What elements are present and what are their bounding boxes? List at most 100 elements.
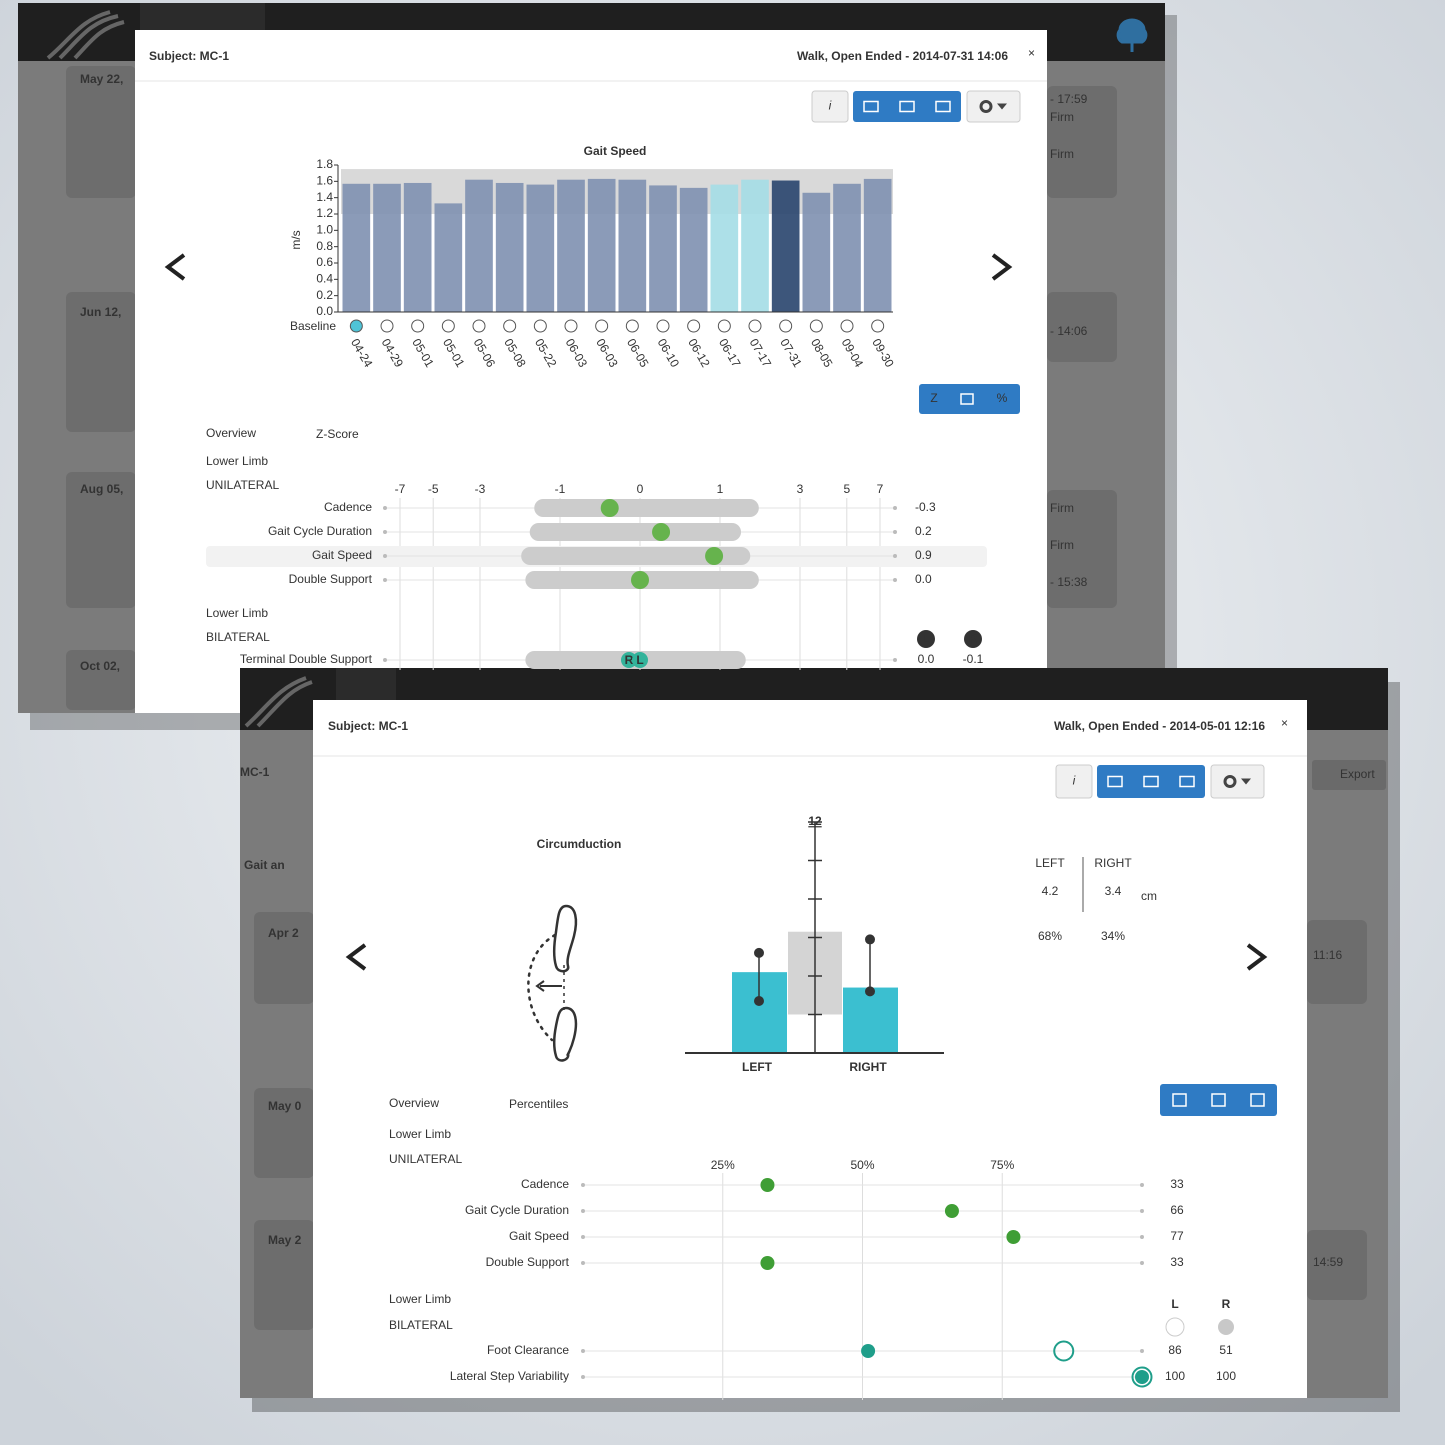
track-end <box>893 658 897 662</box>
bar <box>587 178 616 312</box>
x-tick-label: -3 <box>475 482 486 496</box>
export-button[interactable] <box>1312 760 1386 790</box>
view-icon <box>1107 775 1123 788</box>
bar <box>649 185 677 312</box>
session-selector[interactable] <box>717 319 731 333</box>
overview-title: Overview <box>389 1096 439 1110</box>
bar <box>434 203 463 312</box>
caret-icon <box>997 103 1007 110</box>
left-dot <box>1053 1340 1075 1362</box>
session-selector[interactable] <box>349 319 363 333</box>
session-selector[interactable] <box>625 319 639 333</box>
card <box>1307 1230 1367 1300</box>
view-buttons[interactable] <box>853 91 961 122</box>
info-button[interactable] <box>811 90 849 123</box>
x-tick-label: -7 <box>395 482 406 496</box>
bar <box>618 179 647 312</box>
track-end <box>893 506 897 510</box>
row-label: Gait Cycle Duration <box>465 1203 569 1217</box>
session-selector[interactable] <box>809 319 823 333</box>
list-note: 14:59 <box>1313 1255 1343 1269</box>
value-label: 33 <box>1170 1177 1184 1191</box>
bar <box>342 183 371 312</box>
track-end <box>581 1183 585 1187</box>
track-end <box>383 554 387 558</box>
prev-arrow[interactable] <box>345 943 367 971</box>
x-tick-label: -1 <box>555 482 566 496</box>
session-selector[interactable] <box>840 319 854 333</box>
list-note: Firm <box>1050 501 1074 515</box>
y-tick-label: 1.8 <box>316 157 333 171</box>
card <box>66 472 136 608</box>
settings-button[interactable] <box>1210 764 1265 799</box>
list-note: - 17:59 <box>1050 92 1088 106</box>
y-tick-label: 1.0 <box>316 223 333 237</box>
percentile-dot <box>1006 1230 1021 1244</box>
bar <box>741 179 769 312</box>
session-selector[interactable] <box>411 319 425 333</box>
session-selector[interactable] <box>871 319 885 333</box>
card <box>1307 920 1367 1004</box>
session-selector[interactable] <box>533 319 547 333</box>
logo <box>46 10 125 60</box>
section-title: Gait an <box>244 858 285 872</box>
card <box>1047 490 1117 608</box>
z-score-dot <box>631 571 649 589</box>
session-selector[interactable] <box>503 319 517 333</box>
session-selector[interactable] <box>656 319 670 333</box>
gear-icon <box>1223 775 1237 788</box>
prev-arrow[interactable] <box>164 253 186 281</box>
scale-button: Z <box>930 391 937 405</box>
table-icon <box>960 393 974 405</box>
track-end <box>581 1209 585 1213</box>
settings-button[interactable] <box>966 90 1021 123</box>
row-label: Double Support <box>486 1255 570 1269</box>
session-selector[interactable] <box>779 319 793 333</box>
x-tick-label: 0 <box>637 482 644 496</box>
close-button[interactable]: × <box>1281 716 1288 730</box>
next-arrow[interactable] <box>991 253 1013 281</box>
value-label: 51 <box>1219 1343 1233 1357</box>
side-legend-label: L <box>922 632 929 646</box>
overview-icon <box>1172 1093 1187 1107</box>
session-selector[interactable] <box>380 319 394 333</box>
group-heading: Lower Limb <box>206 606 268 620</box>
bar <box>373 183 401 312</box>
overview-buttons[interactable] <box>1160 1084 1277 1116</box>
y-tick-label: 0.8 <box>316 239 333 253</box>
value-label: 0.2 <box>915 524 932 538</box>
foot-illustration <box>527 904 578 1062</box>
value-label: 0.9 <box>915 548 932 562</box>
info-button[interactable] <box>1055 764 1093 799</box>
app-title: MC-1 <box>240 765 270 779</box>
list-note: Firm <box>1050 147 1074 161</box>
subject-title: Subject: MC-1 <box>328 719 408 733</box>
view-buttons[interactable] <box>1097 765 1205 798</box>
bar <box>771 180 800 312</box>
x-tick-label: 75% <box>990 1158 1014 1172</box>
session-selector[interactable] <box>595 319 609 333</box>
track-end <box>1140 1235 1144 1239</box>
scale-buttons[interactable] <box>919 384 1020 414</box>
bar <box>465 179 493 312</box>
close-button[interactable]: × <box>1028 46 1035 60</box>
session-selector[interactable] <box>441 319 455 333</box>
group-heading: Lower Limb <box>389 1292 451 1306</box>
track-end <box>1140 1183 1144 1187</box>
row-label: Lateral Step Variability <box>450 1369 569 1383</box>
group-subheading: BILATERAL <box>206 630 270 644</box>
normal-range <box>529 523 742 541</box>
session-selector[interactable] <box>472 319 486 333</box>
back-window: × <box>18 3 1165 713</box>
session-selector[interactable] <box>687 319 701 333</box>
export-label[interactable]: Export <box>1340 767 1375 781</box>
summary-heading: RIGHT <box>1094 856 1132 870</box>
bar <box>403 182 432 312</box>
overview-subtitle: Percentiles <box>509 1097 568 1111</box>
list-date: Oct 02, <box>80 659 120 673</box>
session-selector[interactable] <box>748 319 762 333</box>
row-label: Cadence <box>521 1177 569 1191</box>
session-selector[interactable] <box>564 319 578 333</box>
next-arrow[interactable] <box>1246 943 1268 971</box>
